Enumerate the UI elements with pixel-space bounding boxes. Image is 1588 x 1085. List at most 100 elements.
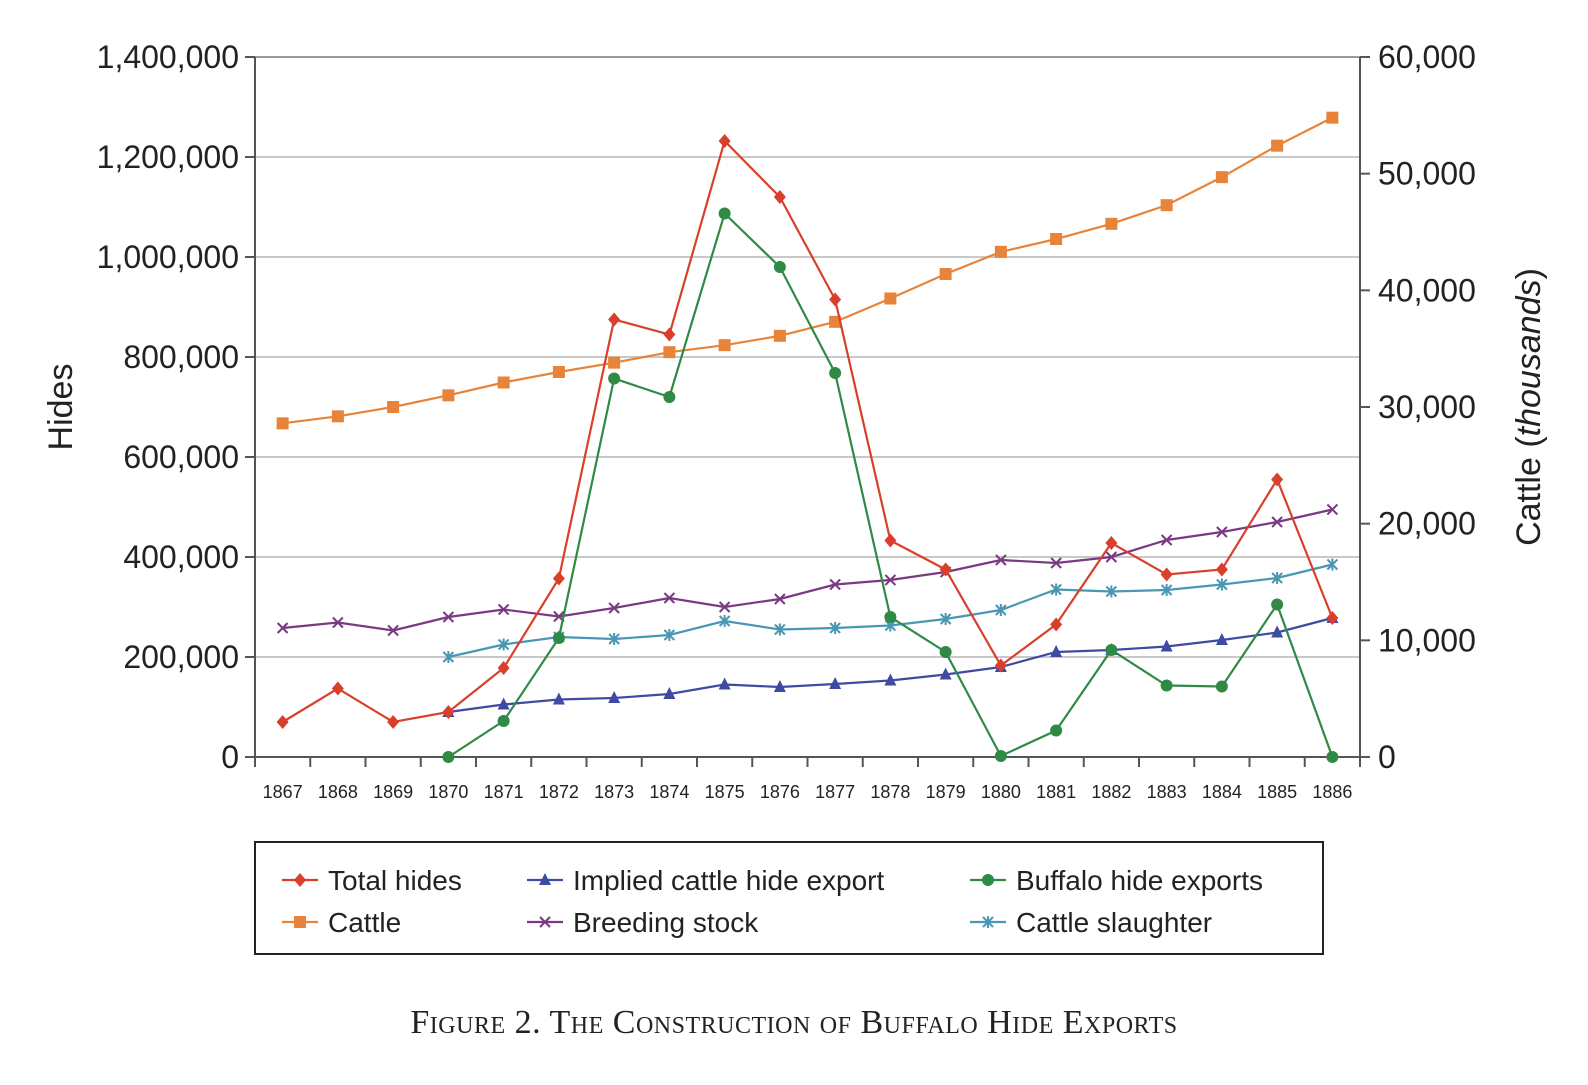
data-point (1160, 679, 1173, 692)
data-point (1215, 680, 1228, 693)
data-point (1271, 572, 1283, 584)
legend-box (254, 841, 1324, 955)
x-marker-stroke (1271, 516, 1283, 528)
diamond-marker (552, 571, 565, 586)
data-point (608, 312, 621, 327)
diamond-marker (1105, 536, 1118, 550)
data-point (1050, 645, 1063, 657)
data-point (718, 207, 731, 220)
data-point (332, 616, 344, 629)
triangle-marker (539, 873, 551, 885)
x-tick-label: 1880 (981, 782, 1021, 802)
y-right-tick-label: 30,000 (1378, 389, 1476, 425)
diamond-marker (1160, 567, 1173, 582)
data-point (497, 715, 510, 727)
series-total-hides (276, 134, 1339, 729)
x-marker-stroke (774, 593, 786, 605)
data-point (663, 391, 676, 403)
data-point (608, 602, 620, 614)
data-point (773, 329, 786, 342)
diamond-marker (884, 533, 897, 548)
x-marker-stroke (442, 611, 455, 623)
x-marker-stroke (608, 602, 620, 614)
square-marker (718, 339, 731, 352)
circle-marker (718, 207, 731, 220)
triangle-marker (608, 691, 621, 703)
y-right-tick-label: 20,000 (1378, 506, 1476, 542)
data-point (608, 691, 621, 703)
data-point (387, 624, 399, 637)
data-point (1105, 585, 1118, 598)
data-point (1271, 625, 1284, 638)
data-point (774, 593, 786, 605)
data-point (497, 697, 510, 710)
data-point (1271, 516, 1283, 528)
data-point (1050, 233, 1063, 245)
data-point (1326, 751, 1339, 763)
circle-marker (442, 751, 455, 763)
circle-marker (1326, 751, 1339, 763)
x-tick-label: 1870 (428, 782, 468, 802)
data-point (1160, 199, 1173, 212)
circle-marker (608, 372, 621, 385)
x-marker-stroke (497, 603, 510, 616)
triangle-marker (1160, 639, 1173, 652)
data-point (939, 613, 952, 625)
triangle-marker (552, 692, 565, 705)
x-marker-stroke (1105, 551, 1118, 563)
triangle-marker (663, 687, 676, 699)
square-marker (331, 410, 344, 423)
legend-item: Breeding stock (527, 907, 759, 938)
x-marker-stroke (539, 916, 551, 928)
data-point (442, 651, 455, 663)
data-point (1050, 724, 1063, 737)
data-point (1271, 139, 1284, 152)
diamond-marker (829, 292, 842, 307)
legend: Total hides Implied cattle hide export Buf… (254, 841, 1324, 955)
legend-item: Total hides (282, 865, 462, 896)
line-chart: 0 200,000 400,000 600,000 800,000 1,000,000 1,… (42, 39, 1548, 955)
x-tick-label: 1875 (705, 782, 745, 802)
square-marker (497, 376, 510, 389)
x-tick-label: 1883 (1147, 782, 1187, 802)
data-point (1105, 551, 1118, 563)
circle-marker (982, 874, 994, 886)
series-line (448, 616, 1333, 714)
series-line (282, 138, 1334, 724)
x-tick-label: 1867 (263, 782, 303, 802)
diamond-marker (1271, 472, 1284, 487)
y-left-tick-label: 200,000 (123, 639, 239, 675)
x-marker-stroke (663, 592, 676, 604)
square-marker (1105, 217, 1118, 230)
data-point (829, 677, 842, 689)
data-point (276, 622, 289, 634)
diamond-marker (387, 715, 400, 729)
data-point (331, 410, 344, 423)
data-point (1326, 111, 1339, 124)
data-point (1326, 503, 1339, 516)
data-point (552, 366, 565, 378)
data-point (1160, 584, 1173, 596)
square-marker (387, 401, 400, 413)
data-point (774, 623, 786, 636)
legend-label: Implied cattle hide export (573, 865, 885, 896)
x-marker-stroke (387, 624, 399, 637)
circle-marker (1271, 598, 1284, 611)
x-marker-stroke (1326, 503, 1339, 516)
x-tick-label: 1868 (318, 782, 358, 802)
x-marker-stroke (884, 574, 897, 586)
circle-marker (829, 367, 842, 379)
y-left-tick-label: 600,000 (123, 439, 239, 475)
square-marker (1050, 233, 1063, 245)
legend-label: Breeding stock (573, 907, 759, 938)
y-left-tick-label: 0 (221, 739, 239, 775)
data-point (1216, 526, 1228, 538)
circle-marker (1215, 680, 1228, 693)
circle-marker (994, 750, 1007, 762)
series-line (282, 116, 1333, 425)
series-breeding-stock (276, 503, 1339, 637)
data-point (939, 646, 952, 658)
square-marker (829, 315, 842, 328)
circle-marker (497, 715, 510, 727)
data-point (442, 611, 455, 623)
